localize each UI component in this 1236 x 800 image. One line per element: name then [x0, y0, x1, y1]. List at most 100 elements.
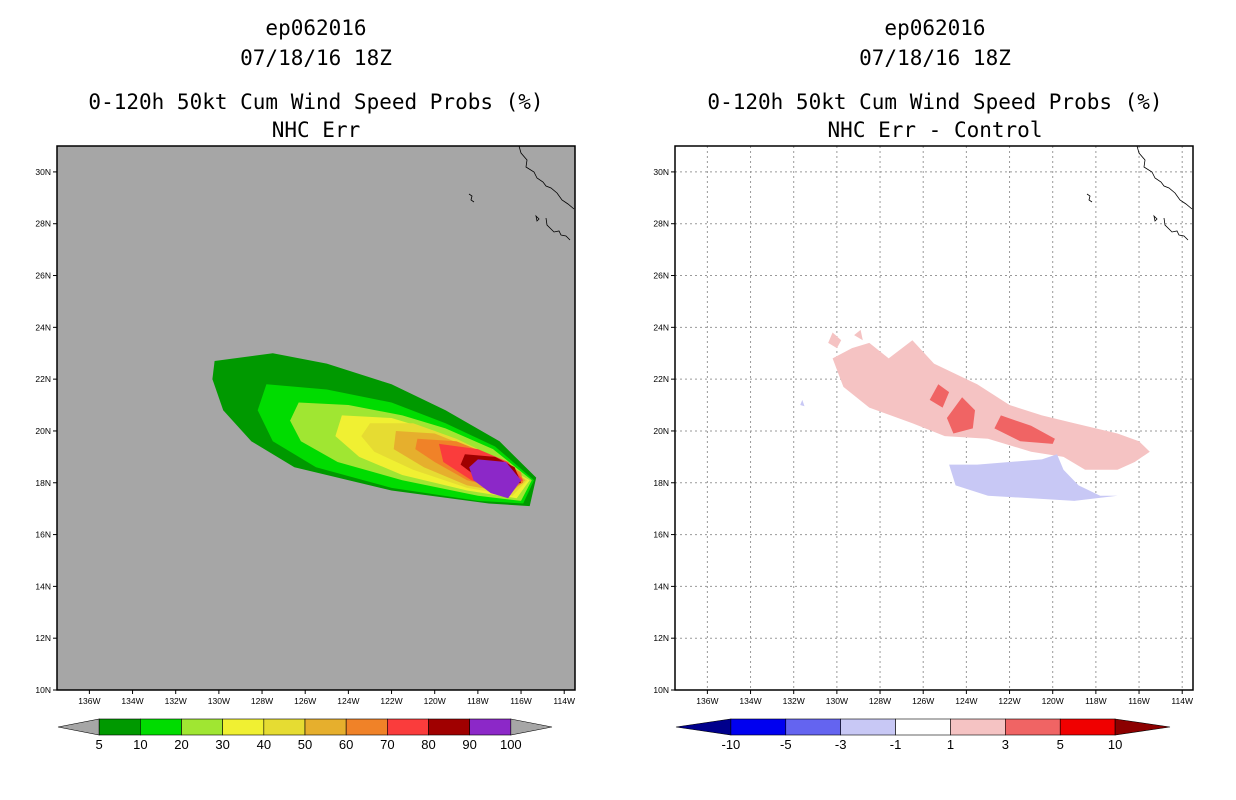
colorbar-swatch: [98, 718, 141, 736]
colorbar-swatch: [140, 718, 182, 736]
contour-level-1: [854, 329, 863, 341]
coastline: [518, 145, 575, 210]
colorbar-label: 80: [421, 737, 435, 752]
y-tick-label: 22N: [653, 374, 669, 384]
y-tick-label: 12N: [35, 633, 51, 643]
island: [1086, 193, 1093, 203]
left-title-datetime: 07/18/16 18Z: [240, 46, 392, 70]
colorbar-swatch: [785, 718, 841, 736]
colorbar-label: 5: [1057, 737, 1064, 752]
left-map-panel: 10N 12N 14N 16N 18N 20N 22N 24N 26N 28N 30N 136W 134…: [35, 145, 576, 752]
right-title-product: NHC Err - Control: [827, 118, 1043, 142]
x-tick-label: 132W: [165, 696, 187, 706]
colorbar-label: 10: [1108, 737, 1122, 752]
x-tick-label: 124W: [337, 696, 359, 706]
x-tick-label: 118W: [467, 696, 489, 706]
colorbar-label: 30: [215, 737, 229, 752]
colorbar-label: -10: [721, 737, 740, 752]
y-tick-label: 14N: [35, 581, 51, 591]
colorbar-label: 3: [1002, 737, 1009, 752]
colorbar-swatch: [950, 718, 1006, 736]
x-tick-label: 130W: [208, 696, 230, 706]
x-tick-label: 116W: [1128, 696, 1150, 706]
coastline-peninsula: [545, 217, 571, 241]
x-tick-label: 128W: [251, 696, 273, 706]
x-tick-label: 120W: [1042, 696, 1064, 706]
x-tick-label: 122W: [380, 696, 402, 706]
contour-level-minus1: [800, 399, 805, 407]
colorbar-swatch: [469, 718, 512, 736]
y-tick-label: 12N: [653, 633, 669, 643]
island: [468, 193, 475, 203]
y-tick-label: 10N: [35, 685, 51, 695]
y-tick-label: 20N: [653, 426, 669, 436]
map-frame: [56, 145, 576, 691]
colorbar-label: 90: [462, 737, 476, 752]
y-tick-label: 26N: [35, 271, 51, 281]
y-tick-label: 18N: [35, 478, 51, 488]
colorbar-label: 50: [298, 737, 312, 752]
x-tick-label: 130W: [826, 696, 848, 706]
colorbar-swatch: [387, 718, 429, 736]
colorbar-label: -3: [835, 737, 847, 752]
colorbar-arrow-right: [510, 718, 553, 736]
colorbar-swatch: [730, 718, 787, 736]
y-tick-label: 18N: [653, 478, 669, 488]
colorbar-swatch: [428, 718, 470, 736]
island: [535, 214, 540, 222]
colorbar-label: 70: [380, 737, 394, 752]
colorbar-label: -5: [780, 737, 792, 752]
y-tick-label: 24N: [653, 322, 669, 332]
colorbar-label: 5: [96, 737, 103, 752]
colorbar-swatch: [345, 718, 388, 736]
colorbar-label: 40: [257, 737, 271, 752]
x-tick-label: 136W: [78, 696, 100, 706]
x-tick-label: 126W: [912, 696, 934, 706]
colorbar-swatch: [304, 718, 347, 736]
colorbar-label: 20: [174, 737, 188, 752]
colorbar-label: -1: [890, 737, 902, 752]
contour-level-1: [828, 332, 842, 349]
right-title-storm-id: ep062016: [884, 16, 986, 40]
contour-level-minus1: [949, 454, 1118, 501]
left-title-variable: 0-120h 50kt Cum Wind Speed Probs (%): [88, 90, 544, 114]
island: [1153, 214, 1158, 222]
colorbar-swatch: [1005, 718, 1061, 736]
contour-level-3: [994, 415, 1055, 444]
y-tick-label: 30N: [35, 167, 51, 177]
x-tick-label: 118W: [1085, 696, 1107, 706]
colorbar-swatch: [263, 718, 306, 736]
y-tick-label: 16N: [653, 530, 669, 540]
x-tick-label: 114W: [1171, 696, 1193, 706]
left-title-storm-id: ep062016: [265, 16, 367, 40]
x-tick-label: 126W: [294, 696, 316, 706]
y-tick-label: 16N: [35, 530, 51, 540]
y-tick-label: 10N: [653, 685, 669, 695]
colorbar-swatch: [222, 718, 265, 736]
colorbar-swatch: [1059, 718, 1116, 736]
x-tick-label: 128W: [869, 696, 891, 706]
x-tick-label: 132W: [783, 696, 805, 706]
right-map-panel: 10N 12N 14N 16N 18N 20N 22N 24N 26N 28N 30N 136W 134…: [653, 145, 1194, 752]
y-tick-label: 22N: [35, 374, 51, 384]
right-title-variable: 0-120h 50kt Cum Wind Speed Probs (%): [707, 90, 1163, 114]
y-tick-label: 20N: [35, 426, 51, 436]
right-title-datetime: 07/18/16 18Z: [859, 46, 1011, 70]
coastline: [1136, 145, 1193, 210]
colorbar-swatch: [895, 718, 951, 736]
y-tick-label: 26N: [653, 271, 669, 281]
y-tick-label: 14N: [653, 581, 669, 591]
colorbar-arrow-left: [675, 718, 732, 736]
x-tick-label: 114W: [553, 696, 575, 706]
y-tick-label: 28N: [35, 219, 51, 229]
colorbar-label: 10: [133, 737, 147, 752]
colorbar-swatch: [181, 718, 223, 736]
colorbar-swatch: [840, 718, 896, 736]
x-tick-label: 120W: [424, 696, 446, 706]
x-tick-label: 116W: [510, 696, 532, 706]
x-tick-label: 136W: [696, 696, 718, 706]
colorbar-label: 100: [500, 737, 522, 752]
y-tick-label: 24N: [35, 322, 51, 332]
colorbar-arrow-right: [1114, 718, 1171, 736]
colorbar-label: 60: [339, 737, 353, 752]
